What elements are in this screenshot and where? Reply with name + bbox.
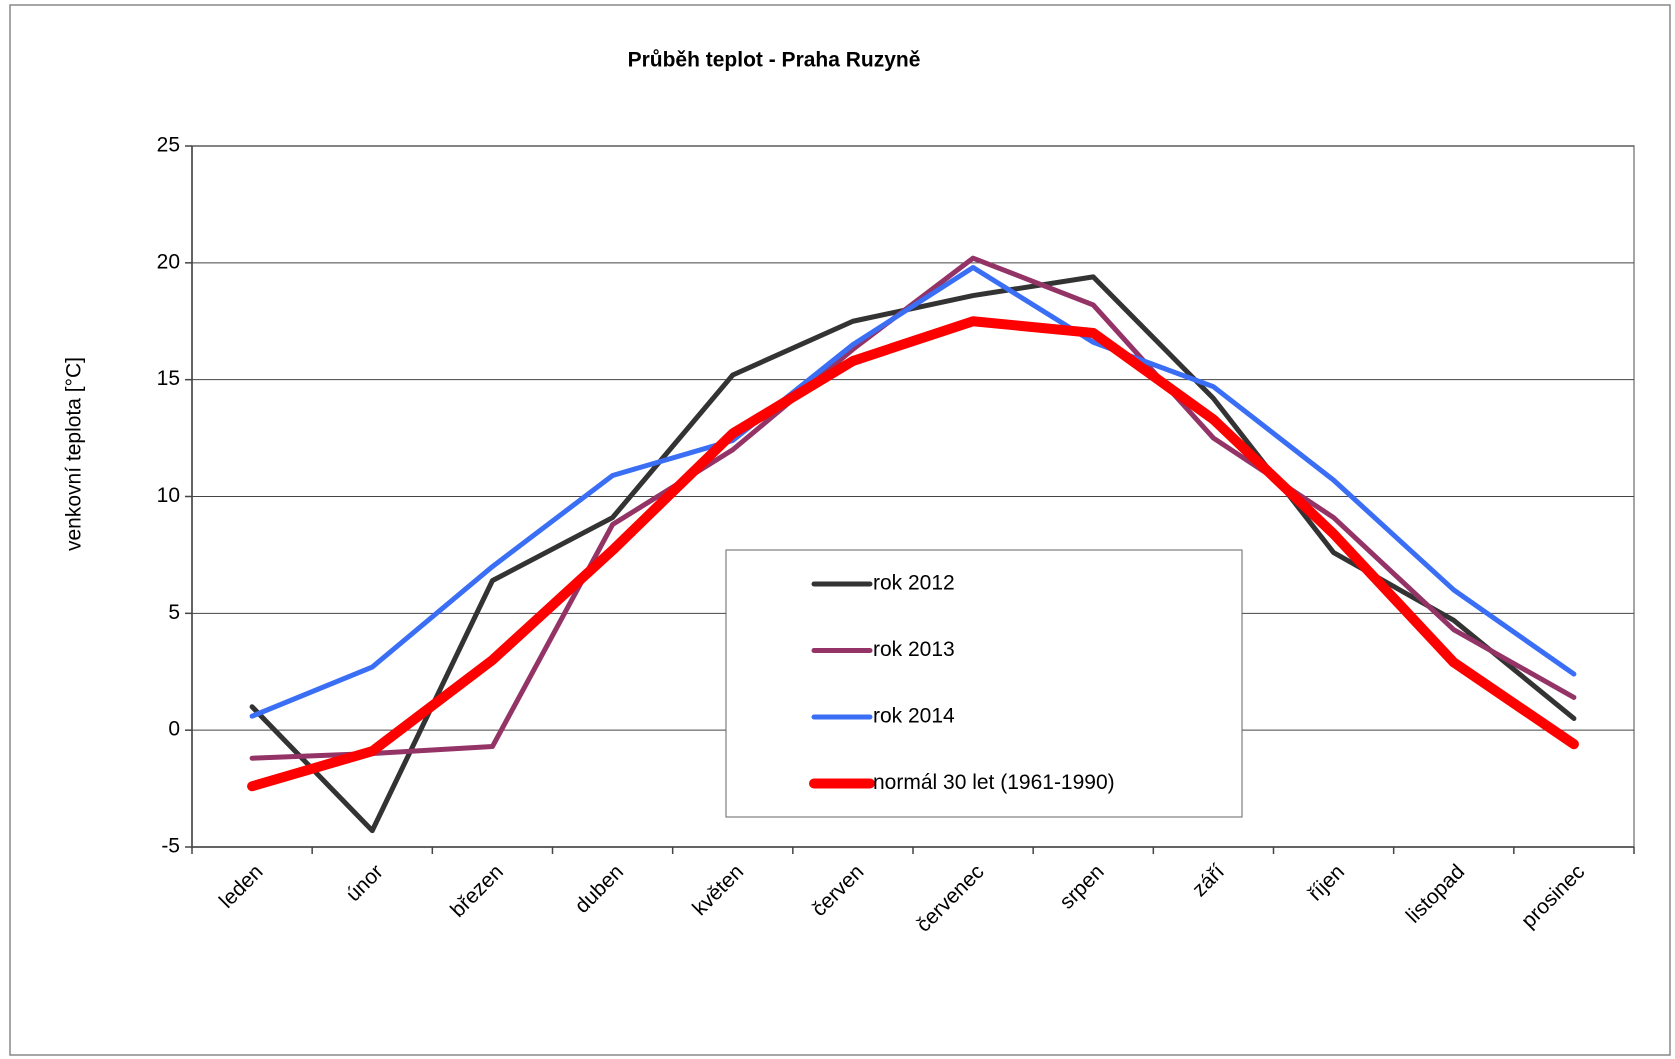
- legend-label: rok 2012: [873, 572, 955, 595]
- y-tick-label: 10: [157, 484, 180, 507]
- legend-label: rok 2014: [873, 705, 955, 728]
- chart-title: Průběh teplot - Praha Ruzyně: [628, 49, 921, 72]
- y-tick-label: -5: [161, 835, 180, 858]
- y-tick-label: 15: [157, 367, 180, 390]
- y-tick-label: 0: [168, 718, 180, 741]
- series-line: [247, 316, 1579, 792]
- legend-label: rok 2013: [873, 638, 955, 661]
- chart-border: [9, 4, 1671, 1056]
- y-axis-label: venkovní teplota [°C]: [63, 357, 86, 551]
- series-line: [249, 265, 1577, 719]
- legend-label: normál 30 let (1961-1990): [873, 771, 1115, 794]
- y-tick-label: 25: [157, 134, 180, 157]
- y-tick-label: 20: [157, 250, 180, 273]
- y-tick-label: 5: [168, 601, 180, 624]
- legend: [725, 549, 1243, 818]
